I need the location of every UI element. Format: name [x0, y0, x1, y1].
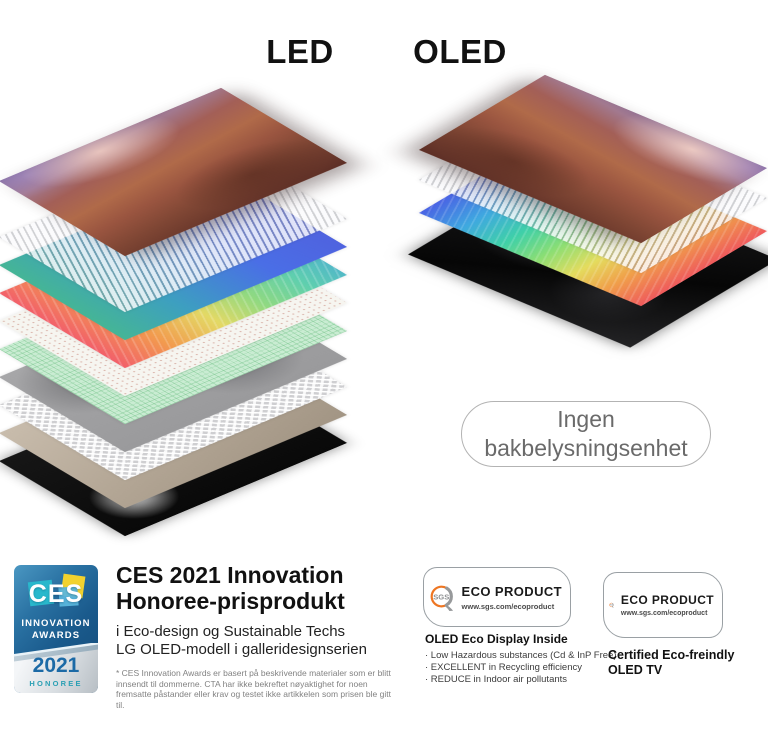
- black-backlight-layer: [0, 367, 348, 537]
- ces-award-title: CES 2021 Innovation Honoree-prisprodukt: [116, 562, 408, 614]
- mesh-lattice-layer: [0, 311, 348, 481]
- green-grid-layer: [0, 255, 348, 425]
- sgs-badge-url: www.sgs.com/ecoproduct: [620, 610, 708, 617]
- sgs-display-bullet-2: · EXCELLENT in Recycling efficiency: [425, 662, 582, 673]
- black-panel-layer: [408, 166, 768, 348]
- sgs-logo-word: SGS: [433, 592, 449, 601]
- blue-sheet-layer: [0, 171, 348, 341]
- ces-award-disclaimer: * CES Innovation Awards er basert på bes…: [116, 668, 391, 710]
- ces-award-subtitle-line1: i Eco-design og Sustainable Techs: [116, 623, 346, 640]
- sgs-logo-icon: SGS: [609, 602, 614, 608]
- sgs-display-caption: OLED Eco Display Inside · Low Hazardous …: [425, 632, 617, 686]
- beige-sheet-layer: [0, 339, 348, 509]
- dotted-diffuser-layer: [0, 227, 348, 397]
- ces-innovation-award-badge: CES INNOVATION AWARDS 2021 HONOREE: [14, 565, 98, 693]
- ces-award-title-line1: CES 2021 Innovation: [116, 562, 344, 588]
- led-heading: LED: [266, 33, 334, 70]
- sgs-badge-title: ECO PRODUCT: [461, 583, 562, 599]
- sgs-display-bullet-3: · REDUCE in Indoor air pollutants: [425, 674, 568, 685]
- ces-award-subtitle-line2: LG OLED-modell i galleridesignserien: [116, 641, 367, 658]
- ces-logo-word: CES: [28, 579, 84, 608]
- sgs-tv-caption: Certified Eco-freindly OLED TV: [608, 648, 748, 678]
- ces-badge-awards-text: INNOVATION AWARDS: [14, 618, 98, 641]
- ces-badge-line1: INNOVATION: [21, 618, 91, 629]
- rainbow-sheet-layer: [0, 199, 348, 369]
- striped-film-layer: [418, 104, 768, 274]
- sgs-tv-caption-line2: OLED TV: [608, 663, 663, 677]
- sgs-badge-title: ECO PRODUCT: [620, 593, 714, 607]
- ces-badge-honoree: HONOREE: [29, 679, 83, 688]
- sgs-eco-product-badge-tv: SGS ECO PRODUCT www.sgs.com/ecoproduct: [603, 572, 723, 638]
- ces-logo: CES: [27, 573, 86, 613]
- photo-layer: [418, 74, 768, 244]
- photo-layer: [0, 87, 348, 257]
- ces-badge-year: 2021: [32, 654, 80, 677]
- ces-award-title-line2: Honoree-prisprodukt: [116, 588, 345, 614]
- ces-award-text-block: CES 2021 Innovation Honoree-prisprodukt …: [116, 562, 408, 710]
- ces-award-subtitle: i Eco-design og Sustainable Techs LG OLE…: [116, 623, 408, 659]
- oled-heading: OLED: [413, 33, 507, 70]
- sgs-eco-product-badge-display: SGS ECO PRODUCT www.sgs.com/ecoproduct: [423, 567, 571, 627]
- sgs-logo-icon: SGS: [430, 585, 454, 611]
- ces-badge-line2: AWARDS: [31, 629, 81, 641]
- sgs-logo-word: SGS: [610, 604, 613, 606]
- no-backlight-callout: Ingen bakbelysningsenhet: [461, 401, 711, 467]
- rainbow-sheet-layer: [418, 137, 768, 307]
- no-backlight-callout-text: Ingen bakbelysningsenhet: [484, 406, 688, 461]
- sgs-badge-url: www.sgs.com/ecoproduct: [461, 601, 555, 611]
- sgs-tv-caption-line1: Certified Eco-freindly: [608, 648, 735, 662]
- sgs-display-caption-title: OLED Eco Display Inside: [425, 632, 568, 646]
- sgs-display-bullet-1: · Low Hazardous substances (Cd & InP Fre…: [425, 650, 617, 661]
- gray-sheet-layer: [0, 283, 348, 453]
- striped-film-layer: [0, 143, 348, 313]
